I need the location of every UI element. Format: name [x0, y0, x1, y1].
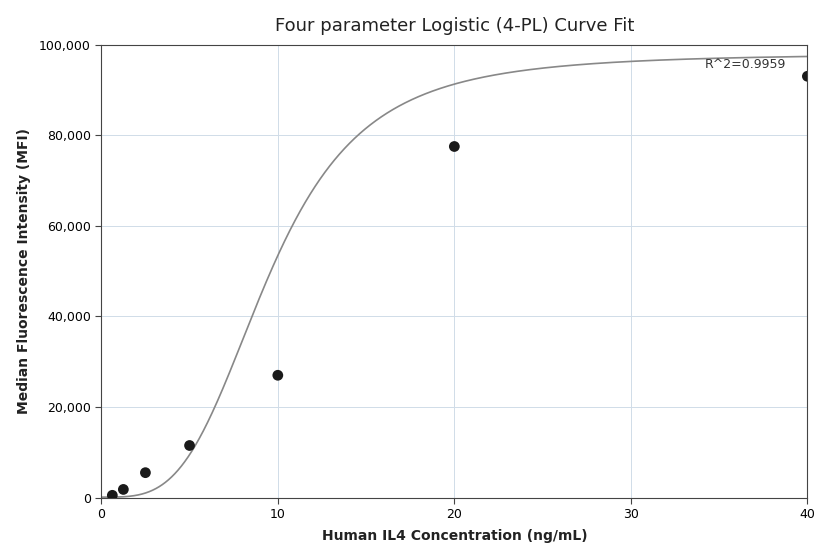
- Point: [106, 491, 119, 500]
- Point: [183, 441, 196, 450]
- X-axis label: Human IL4 Concentration (ng/mL): Human IL4 Concentration (ng/mL): [321, 529, 587, 543]
- Point: [800, 72, 814, 81]
- Point: [448, 142, 461, 151]
- Text: R^2=0.9959: R^2=0.9959: [705, 58, 786, 71]
- Title: Four parameter Logistic (4-PL) Curve Fit: Four parameter Logistic (4-PL) Curve Fit: [275, 17, 634, 35]
- Point: [271, 371, 285, 380]
- Point: [116, 485, 130, 494]
- Point: [139, 468, 152, 477]
- Y-axis label: Median Fluorescence Intensity (MFI): Median Fluorescence Intensity (MFI): [17, 128, 31, 414]
